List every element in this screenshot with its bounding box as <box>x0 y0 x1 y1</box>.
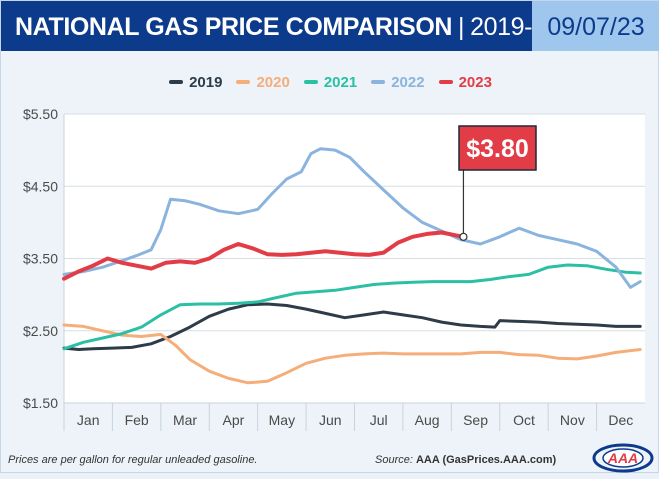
legend-label-2019: 2019 <box>189 73 223 91</box>
x-tick-label: Jan <box>77 412 100 428</box>
x-tick-label: May <box>269 412 295 428</box>
aaa-logo: AAA <box>592 443 654 473</box>
source-credit: Source: AAA (GasPrices.AAA.com) <box>375 454 556 466</box>
legend-swatch-2021 <box>303 80 318 84</box>
y-tick-label: $2.50 <box>23 323 58 339</box>
legend-item-2023: 2023 <box>438 72 492 92</box>
y-tick-label: $1.50 <box>23 395 58 411</box>
x-tick-label: Mar <box>173 412 197 428</box>
callout-box <box>458 125 537 171</box>
callout-point <box>459 232 468 241</box>
legend-item-2019: 2019 <box>169 72 222 92</box>
legend-swatch-2022 <box>371 80 386 84</box>
x-tick-label: Jul <box>370 412 388 428</box>
title-separator: | <box>458 13 465 41</box>
legend-swatch-2020 <box>236 80 251 84</box>
header-bar: NATIONAL GAS PRICE COMPARISON | 2019-2023 … <box>1 1 659 51</box>
aaa-logo-text: AAA <box>607 450 638 466</box>
x-tick-label: Feb <box>125 412 149 428</box>
series-line-2023 <box>62 230 466 281</box>
series-line-2019 <box>62 302 642 351</box>
series-line-2021 <box>62 263 642 351</box>
source-name: AAA (GasPrices.AAA.com) <box>415 454 557 466</box>
legend-swatch-2023 <box>438 80 453 84</box>
x-tick-label: Nov <box>560 412 585 428</box>
legend-label-2021: 2021 <box>323 73 358 91</box>
legend-item-2022: 2022 <box>371 72 425 92</box>
title-main: NATIONAL GAS PRICE COMPARISON <box>15 13 453 41</box>
y-tick-label: $4.50 <box>23 178 58 194</box>
legend-label-2023: 2023 <box>458 73 492 91</box>
x-tick-label: Aug <box>415 412 440 428</box>
chart-legend: 2019 2020 2021 2022 2023 <box>1 72 659 92</box>
legend-item-2020: 2020 <box>236 72 290 92</box>
x-tick-label: Dec <box>608 412 633 428</box>
date-badge: 09/07/23 <box>532 1 659 51</box>
x-tick-label: Oct <box>513 412 535 428</box>
x-tick-label: Jun <box>319 412 342 428</box>
series-line-2022 <box>62 147 642 289</box>
y-tick-label: $3.50 <box>23 251 58 267</box>
source-prefix: Source: <box>375 454 416 466</box>
series-line-2020 <box>62 323 642 385</box>
legend-label-2020: 2020 <box>256 73 290 91</box>
callout-label: $3.80 <box>466 135 529 163</box>
legend-swatch-2019 <box>169 80 184 84</box>
x-tick-label: Sep <box>463 412 488 428</box>
x-tick-label: Apr <box>223 412 245 428</box>
footnote: Prices are per gallon for regular unlead… <box>8 454 258 466</box>
legend-item-2021: 2021 <box>303 72 358 92</box>
y-tick-label: $5.50 <box>23 106 58 122</box>
legend-label-2022: 2022 <box>391 73 425 91</box>
